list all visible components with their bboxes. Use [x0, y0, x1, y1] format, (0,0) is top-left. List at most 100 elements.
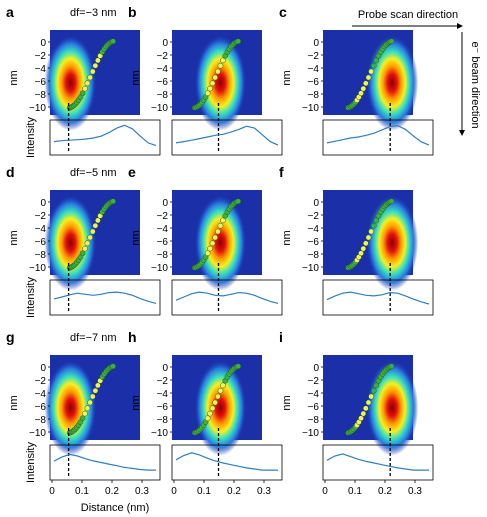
intensity-profile	[53, 124, 157, 147]
highlight-point	[362, 240, 369, 247]
y-tick-label: −10	[29, 103, 46, 114]
x-tick-label: 0	[171, 486, 177, 497]
y-axis-title: nm	[8, 230, 20, 245]
curve-point	[235, 198, 242, 205]
y-tick-label: −2	[157, 51, 169, 62]
hotspot	[366, 194, 419, 291]
y-tick-label: −2	[35, 376, 47, 387]
highlight-point	[362, 405, 369, 412]
y-tick-label: −2	[35, 51, 47, 62]
y-tick-label: 0	[162, 198, 168, 209]
y-tick-label: −6	[308, 402, 320, 413]
y-tick-label: −10	[151, 428, 168, 439]
panel-letter: a	[6, 4, 14, 20]
highlight-point	[358, 415, 364, 422]
y-tick-label: −2	[35, 211, 47, 222]
highlight-point	[212, 399, 219, 406]
panel-g: g 0 −2 −4 −6 −8 −10 nm Intensity 0 0.1 0.2 0.3	[6, 329, 161, 497]
highlight-point	[204, 90, 211, 97]
highlight-point	[95, 217, 101, 224]
y-tick-label: −2	[308, 51, 320, 62]
intensity-profile	[175, 452, 278, 471]
y-tick-label: −6	[157, 77, 169, 88]
y-tick-label: −8	[157, 250, 169, 261]
highlight-point	[214, 68, 221, 75]
highlight-point	[368, 393, 374, 400]
df-label: df=−7 nm	[70, 332, 116, 344]
y-tick-label: 0	[162, 38, 168, 49]
intensity-profile	[326, 453, 429, 471]
highlight-point	[209, 405, 216, 412]
y-tick-label: −10	[302, 428, 319, 439]
highlight-point	[362, 80, 369, 87]
panel-b: b 0 −2 −4 −6 −8 −10 nm	[128, 4, 283, 156]
intensity-label: Intensity	[25, 117, 37, 158]
y-tick-label: 0	[40, 363, 46, 374]
highlight-point	[87, 74, 93, 81]
y-tick-label: −6	[35, 237, 47, 248]
hotspot	[44, 194, 97, 291]
curve-point	[370, 387, 377, 394]
y-tick-label: −4	[157, 64, 169, 75]
highlight-point	[89, 393, 96, 400]
highlight-point	[89, 68, 96, 75]
df-label: df=−3 nm	[70, 7, 116, 19]
panel-a: a 0 −2 −4 −6 −8 −10 nm Intensity	[6, 4, 161, 158]
highlight-point	[214, 228, 221, 235]
x-tick-label: 0.1	[348, 486, 362, 497]
profile-box	[171, 279, 283, 316]
highlight-point	[365, 74, 372, 81]
x-tick-label: 0.2	[227, 486, 241, 497]
curve-point	[79, 415, 86, 422]
y-tick-label: −8	[308, 415, 320, 426]
x-tick-label: 0.1	[75, 486, 89, 497]
intensity-profile	[53, 453, 156, 471]
panel-letter: b	[128, 4, 137, 20]
x-tick-label: 0.3	[135, 486, 149, 497]
x-tick-label: 0.2	[105, 486, 119, 497]
y-tick-label: −4	[35, 389, 47, 400]
profile-box	[171, 119, 283, 156]
beam-direction-label: e⁻ beam direction	[469, 41, 481, 128]
y-axis-title: nm	[8, 395, 20, 410]
highlight-point	[82, 245, 88, 252]
y-tick-label: −6	[35, 77, 47, 88]
highlight-point	[84, 240, 91, 247]
y-axis-title: nm	[281, 395, 293, 410]
highlight-point	[207, 245, 213, 252]
y-axis-title: nm	[130, 230, 142, 245]
hotspot	[194, 359, 247, 456]
highlight-point	[365, 399, 372, 406]
y-tick-label: −6	[157, 237, 169, 248]
y-axis-title: nm	[8, 70, 20, 85]
highlight-point	[220, 382, 226, 389]
highlight-point	[87, 234, 93, 241]
y-tick-label: −8	[35, 90, 47, 101]
y-tick-label: −10	[302, 263, 319, 274]
curve-point	[110, 198, 116, 205]
profile-box	[322, 119, 434, 156]
highlight-point	[360, 245, 367, 252]
x-tick-label: 0.1	[197, 486, 211, 497]
highlight-point	[92, 62, 99, 69]
x-tick-label: 0.3	[257, 486, 271, 497]
highlight-point	[368, 228, 374, 235]
y-tick-label: −8	[35, 250, 47, 261]
profile-box	[49, 119, 161, 156]
panel-h: h 0 −2 −4 −6 −8 −10 nm 0 0.1 0.2 0.3	[128, 329, 283, 497]
y-axis-title: nm	[281, 230, 293, 245]
panel-i: i 0 −2 −4 −6 −8 −10 nm 0 0.1 0.2 0.3	[279, 329, 434, 497]
y-tick-label: −4	[308, 389, 320, 400]
curve-point	[373, 217, 380, 224]
y-tick-label: −2	[157, 211, 169, 222]
curve-point	[388, 38, 395, 45]
hotspot	[194, 34, 247, 131]
highlight-point	[87, 399, 93, 406]
highlight-point	[95, 382, 101, 389]
y-tick-label: −8	[308, 250, 320, 261]
x-axis-title: Distance (nm)	[81, 502, 149, 514]
highlight-point	[82, 85, 88, 92]
hotspot	[366, 359, 419, 456]
highlight-point	[207, 410, 213, 417]
panel-f: f 0 −2 −4 −6 −8 −10 nm	[279, 164, 434, 316]
